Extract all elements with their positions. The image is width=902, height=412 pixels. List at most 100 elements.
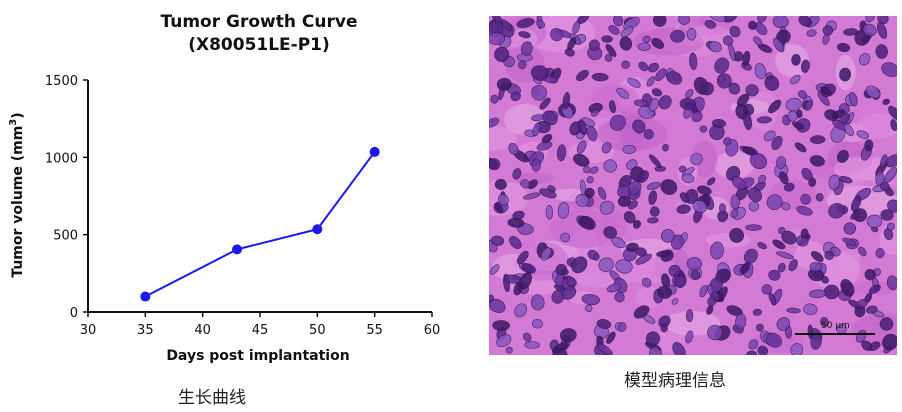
cell-nucleus <box>742 50 751 66</box>
cell-nucleus <box>783 182 795 192</box>
cell-nucleus <box>764 75 780 91</box>
cell-nucleus <box>689 52 698 70</box>
cell-nucleus <box>649 154 662 168</box>
cell-nucleus <box>757 16 767 23</box>
cell-nucleus <box>886 275 897 291</box>
cell-nucleus <box>555 273 565 287</box>
cell-nucleus <box>633 305 650 319</box>
cell-nucleus <box>728 43 736 61</box>
cell-nucleus <box>603 159 617 173</box>
cell-nucleus <box>858 53 871 66</box>
histology-image: 50 µm <box>489 16 897 355</box>
y-tick-label: 1000 <box>45 151 78 166</box>
x-tick-label: 35 <box>137 323 154 338</box>
cell-nucleus <box>707 324 723 341</box>
cell-nucleus <box>748 201 760 212</box>
cell-nucleus <box>649 206 660 217</box>
cell-nucleus <box>489 294 494 303</box>
cell-nucleus <box>516 18 535 28</box>
cell-nucleus <box>490 94 499 104</box>
cell-nucleus <box>776 156 787 169</box>
cell-nucleus <box>518 31 531 39</box>
cell-nucleus <box>536 20 546 28</box>
cell-nucleus <box>614 292 625 303</box>
cell-nucleus <box>699 285 708 298</box>
cell-nucleus <box>588 39 600 51</box>
data-point <box>369 146 380 157</box>
cell-nucleus <box>848 299 863 310</box>
cell-nucleus <box>711 118 726 128</box>
cell-nucleus <box>786 307 801 314</box>
cell-nucleus <box>611 236 626 249</box>
growth-curve-caption: 生长曲线 <box>178 388 246 408</box>
cell-nucleus <box>766 194 783 210</box>
chart-subtitle: (X80051LE-P1) <box>188 35 330 55</box>
cell-nucleus <box>843 222 856 235</box>
cell-nucleus <box>648 98 659 112</box>
cell-nucleus <box>601 35 613 43</box>
cell-nucleus <box>730 209 738 219</box>
x-tick-label: 60 <box>424 323 441 338</box>
cell-nucleus <box>772 16 789 29</box>
cell-nucleus <box>623 17 640 31</box>
cell-nucleus <box>743 112 752 131</box>
cell-nucleus <box>815 193 824 202</box>
cell-nucleus <box>585 304 593 313</box>
cell-nucleus <box>671 298 679 305</box>
stroma-patch <box>633 27 704 56</box>
cell-nucleus <box>530 65 549 81</box>
cell-nucleus <box>745 84 759 97</box>
cell-nucleus <box>660 249 674 262</box>
cell-nucleus <box>498 193 509 206</box>
cell-nucleus <box>820 86 832 96</box>
cell-nucleus <box>560 232 571 243</box>
cell-nucleus <box>882 333 897 351</box>
cell-nucleus <box>552 347 568 355</box>
cell-nucleus <box>492 320 510 331</box>
cell-nucleus <box>531 318 543 329</box>
cell-nucleus <box>647 62 660 73</box>
cell-nucleus <box>606 283 622 293</box>
cell-nucleus <box>800 193 811 205</box>
cell-nucleus <box>754 62 767 80</box>
cell-nucleus <box>700 82 714 96</box>
cell-nucleus <box>828 202 845 219</box>
cell-nucleus <box>879 181 890 192</box>
cell-nucleus <box>810 251 824 262</box>
cell-nucleus <box>591 109 599 117</box>
cell-nucleus <box>788 259 798 272</box>
cell-nucleus <box>666 71 683 85</box>
cell-nucleus <box>810 135 826 144</box>
cell-nucleus <box>709 16 727 22</box>
y-axis-label-text: Tumor volume (mm <box>10 126 26 278</box>
cell-nucleus <box>620 26 634 38</box>
cell-nucleus <box>577 119 588 136</box>
cell-nucleus <box>857 299 868 308</box>
cell-nucleus <box>804 100 813 111</box>
cell-nucleus <box>699 125 708 133</box>
cell-nucleus <box>623 211 636 224</box>
tumor-growth-chart: Tumor Growth Curve (X80051LE-P1) 30 35 40 4… <box>0 0 470 380</box>
chart-ticks: 30 35 40 45 50 55 60 0 500 1000 1500 <box>45 74 440 338</box>
cell-nucleus <box>605 44 617 57</box>
x-tick-label: 50 <box>309 323 326 338</box>
cell-nucleus <box>649 346 663 355</box>
cell-nucleus <box>647 217 659 224</box>
cell-nucleus <box>757 345 769 355</box>
cell-nucleus <box>768 99 782 114</box>
cell-nucleus <box>590 166 599 174</box>
cell-nucleus <box>842 237 857 246</box>
cell-nucleus <box>766 332 782 348</box>
cell-nucleus <box>749 153 767 169</box>
cell-nucleus <box>572 21 581 34</box>
cell-nucleus <box>806 29 817 37</box>
cell-nucleus <box>561 285 577 300</box>
cell-nucleus <box>839 67 852 82</box>
cell-nucleus <box>496 77 512 91</box>
cell-nucleus <box>692 200 708 213</box>
cell-nucleus <box>567 37 577 50</box>
x-tick-label: 40 <box>194 323 211 338</box>
cell-nucleus <box>660 323 668 333</box>
cell-nucleus <box>579 215 596 230</box>
cell-nucleus <box>494 202 504 214</box>
